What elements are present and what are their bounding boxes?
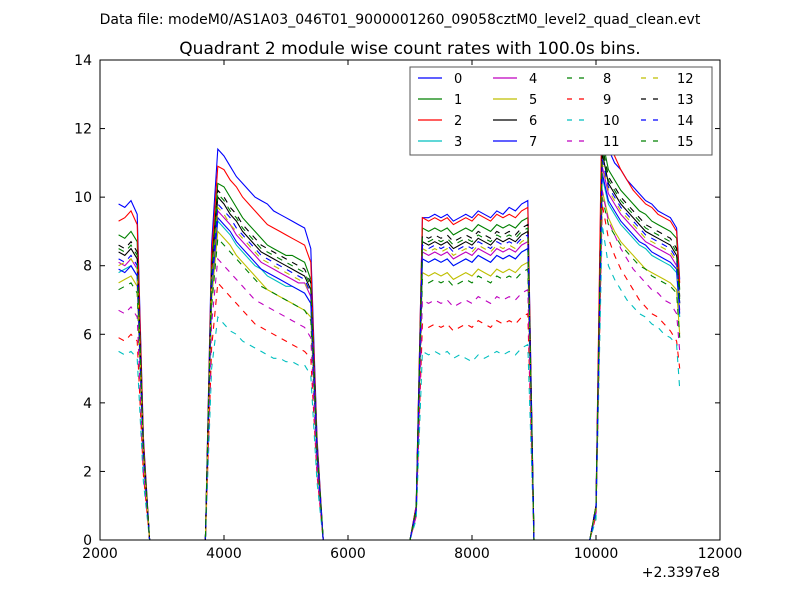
legend-label-0: 0: [454, 72, 462, 87]
legend-label-5: 5: [529, 93, 537, 108]
series-line-0: [118, 111, 681, 541]
x-tick-label: 8000: [454, 546, 490, 562]
y-tick-label: 10: [74, 190, 92, 206]
x-tick-label: 6000: [330, 546, 366, 562]
series-line-7: [118, 172, 681, 541]
x-tick-label: 2000: [82, 546, 118, 562]
series-line-5: [118, 190, 681, 541]
series-line-10: [118, 224, 681, 541]
series-line-13: [118, 145, 681, 541]
series-line-8: [118, 196, 681, 541]
legend-label-2: 2: [454, 114, 462, 129]
series-line-4: [118, 166, 681, 541]
x-tick-label: 4000: [206, 546, 242, 562]
legend-label-3: 3: [454, 135, 462, 150]
y-tick-label: 4: [83, 396, 92, 412]
legend-label-13: 13: [677, 93, 694, 108]
chart-title: Quadrant 2 module wise count rates with …: [179, 39, 640, 59]
series-line-15: [118, 148, 681, 541]
legend-label-4: 4: [529, 72, 537, 87]
legend-label-8: 8: [603, 72, 611, 87]
legend-label-1: 1: [454, 93, 462, 108]
series-line-9: [118, 203, 681, 541]
y-tick-label: 0: [83, 533, 92, 549]
y-tick-label: 2: [83, 464, 92, 480]
series-line-11: [118, 190, 681, 541]
series-line-3: [118, 176, 681, 541]
legend-label-9: 9: [603, 93, 611, 108]
legend-label-6: 6: [529, 114, 537, 129]
legend-label-12: 12: [677, 72, 694, 87]
x-offset-label: +2.3397e8: [642, 565, 720, 581]
series-line-6: [118, 152, 681, 541]
y-tick-label: 12: [74, 122, 92, 138]
legend-label-11: 11: [603, 135, 620, 150]
x-tick-label: 12000: [698, 546, 743, 562]
series-line-14: [118, 159, 681, 541]
plot-frame: [99, 59, 721, 541]
legend-label-15: 15: [677, 135, 694, 150]
legend-box: [409, 66, 713, 156]
x-axis: 2000 4000 6000 8000 10000 12000: [82, 60, 742, 562]
legend-label-7: 7: [529, 135, 537, 150]
y-tick-label: 14: [74, 53, 92, 69]
y-tick-label: 8: [83, 259, 92, 275]
series-line-1: [118, 138, 681, 541]
chart-suptitle: Data file: modeM0/AS1A03_046T01_90000012…: [100, 12, 701, 28]
x-tick-label: 10000: [574, 546, 619, 562]
series-line-12: [118, 162, 681, 541]
y-tick-label: 6: [83, 327, 92, 343]
legend-label-14: 14: [677, 114, 694, 129]
legend-label-10: 10: [603, 114, 620, 129]
